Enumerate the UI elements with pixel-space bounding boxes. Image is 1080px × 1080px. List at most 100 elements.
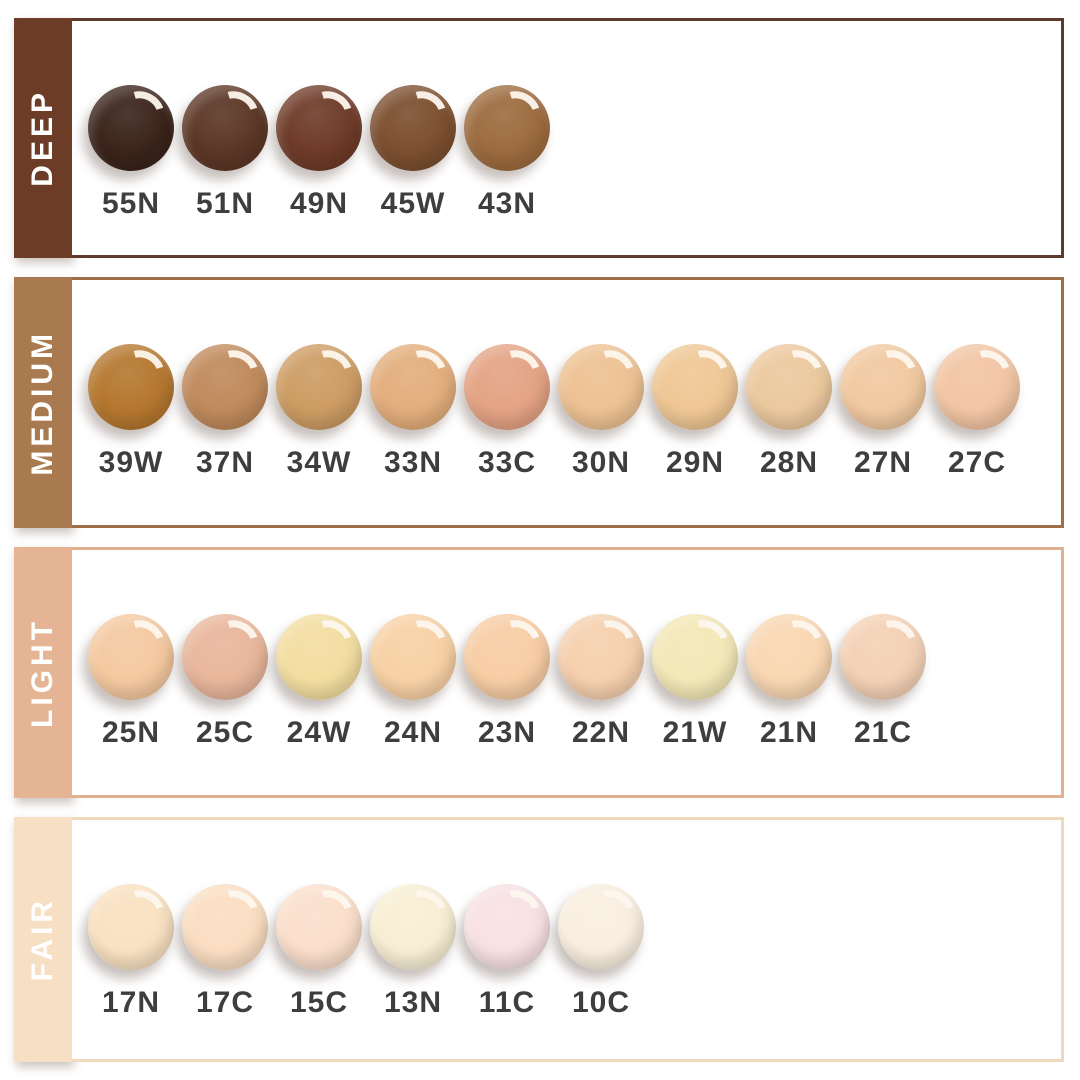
shade-code-label: 34W (286, 446, 352, 479)
shade-code-label: 37N (195, 446, 255, 479)
gloss-highlight-icon (582, 342, 642, 400)
category-sidebar: LIGHT (14, 547, 72, 798)
shade-code-label: 15C (289, 986, 349, 1019)
shade-row-fair: FAIR 17N 17C 15C 13N 11C 10C (14, 817, 1064, 1062)
gloss-highlight-icon (488, 83, 548, 141)
gloss-highlight-icon (864, 342, 924, 400)
foundation-drop (746, 612, 832, 700)
shade-code-label: 25C (195, 716, 255, 749)
category-sidebar: FAIR (14, 817, 72, 1062)
gloss-highlight-icon (770, 612, 830, 670)
gloss-highlight-icon (488, 612, 548, 670)
foundation-drop (276, 342, 362, 430)
shade-code-label: 21C (853, 716, 913, 749)
gloss-highlight-icon (206, 882, 266, 940)
shade-swatch: 13N (366, 882, 460, 1020)
shade-code-label: 10C (571, 986, 631, 1019)
shade-row-panel: 25N 25C 24W 24N 23N 22N 21W 21N (72, 547, 1064, 798)
shade-code-label: 11C (478, 986, 536, 1019)
shade-code-label: 24N (383, 716, 443, 749)
foundation-drop (370, 612, 456, 700)
gloss-highlight-icon (770, 342, 830, 400)
foundation-drop (464, 83, 550, 171)
foundation-drop (182, 882, 268, 970)
shade-swatch: 34W (272, 342, 366, 480)
category-label: DEEP (26, 89, 59, 187)
gloss-highlight-icon (206, 612, 266, 670)
shade-swatch: 27N (836, 342, 930, 480)
foundation-drop (88, 612, 174, 700)
shade-row-panel: 55N 51N 49N 45W 43N (72, 18, 1064, 258)
gloss-highlight-icon (394, 612, 454, 670)
gloss-highlight-icon (582, 612, 642, 670)
gloss-highlight-icon (582, 882, 642, 940)
shade-code-label: 22N (571, 716, 631, 749)
shade-row-medium: MEDIUM 39W 37N 34W 33N 33C 30N (14, 277, 1064, 528)
gloss-highlight-icon (676, 612, 736, 670)
foundation-drop (370, 83, 456, 171)
foundation-drop (840, 612, 926, 700)
gloss-highlight-icon (300, 342, 360, 400)
shade-swatch: 29N (648, 342, 742, 480)
shade-row-panel: 17N 17C 15C 13N 11C 10C (72, 817, 1064, 1062)
shade-swatch: 49N (272, 83, 366, 221)
category-label: LIGHT (26, 617, 59, 728)
shade-code-label: 25N (101, 716, 161, 749)
foundation-drop (558, 882, 644, 970)
shade-code-label: 28N (759, 446, 819, 479)
gloss-highlight-icon (488, 342, 548, 400)
swatch-strip: 55N 51N 49N 45W 43N (84, 83, 554, 221)
shade-code-label: 55N (101, 187, 161, 220)
category-sidebar: MEDIUM (14, 277, 72, 528)
foundation-drop (464, 882, 550, 970)
shade-swatch: 27C (930, 342, 1024, 480)
shade-code-label: 33N (383, 446, 443, 479)
foundation-drop (276, 83, 362, 171)
category-label: FAIR (26, 897, 59, 982)
shade-swatch: 51N (178, 83, 272, 221)
shade-code-label: 21N (759, 716, 819, 749)
shade-swatch: 24N (366, 612, 460, 750)
shade-code-label: 17N (101, 986, 161, 1019)
shade-code-label: 30N (571, 446, 631, 479)
shade-row-deep: DEEP 55N 51N 49N 45W 43N (14, 18, 1064, 258)
shade-code-label: 21W (662, 716, 728, 749)
gloss-highlight-icon (864, 612, 924, 670)
shade-swatch: 37N (178, 342, 272, 480)
shade-swatch: 11C (460, 882, 554, 1020)
shade-code-label: 51N (195, 187, 255, 220)
foundation-drop (182, 342, 268, 430)
gloss-highlight-icon (488, 882, 548, 940)
shade-swatch: 55N (84, 83, 178, 221)
shade-code-label: 27N (853, 446, 913, 479)
gloss-highlight-icon (958, 342, 1018, 400)
swatch-strip: 39W 37N 34W 33N 33C 30N 29N 28N (84, 342, 1024, 480)
shade-swatch: 39W (84, 342, 178, 480)
shade-code-label: 24W (286, 716, 352, 749)
swatch-strip: 25N 25C 24W 24N 23N 22N 21W 21N (84, 612, 930, 750)
shade-row-light: LIGHT 25N 25C 24W 24N 23N 22N (14, 547, 1064, 798)
foundation-drop (88, 342, 174, 430)
foundation-drop (652, 612, 738, 700)
shade-code-label: 39W (98, 446, 164, 479)
shade-code-label: 17C (195, 986, 255, 1019)
shade-swatch: 28N (742, 342, 836, 480)
gloss-highlight-icon (300, 83, 360, 141)
shade-code-label: 33C (477, 446, 537, 479)
gloss-highlight-icon (112, 342, 172, 400)
foundation-drop (88, 882, 174, 970)
foundation-drop (652, 342, 738, 430)
shade-code-label: 29N (665, 446, 725, 479)
shade-swatch: 21C (836, 612, 930, 750)
foundation-drop (276, 612, 362, 700)
foundation-drop (934, 342, 1020, 430)
shade-swatch: 17C (178, 882, 272, 1020)
foundation-drop (182, 612, 268, 700)
swatch-strip: 17N 17C 15C 13N 11C 10C (84, 882, 648, 1020)
shade-swatch: 33C (460, 342, 554, 480)
foundation-drop (746, 342, 832, 430)
shade-swatch: 30N (554, 342, 648, 480)
shade-swatch: 24W (272, 612, 366, 750)
shade-swatch: 33N (366, 342, 460, 480)
category-sidebar: DEEP (14, 18, 72, 258)
